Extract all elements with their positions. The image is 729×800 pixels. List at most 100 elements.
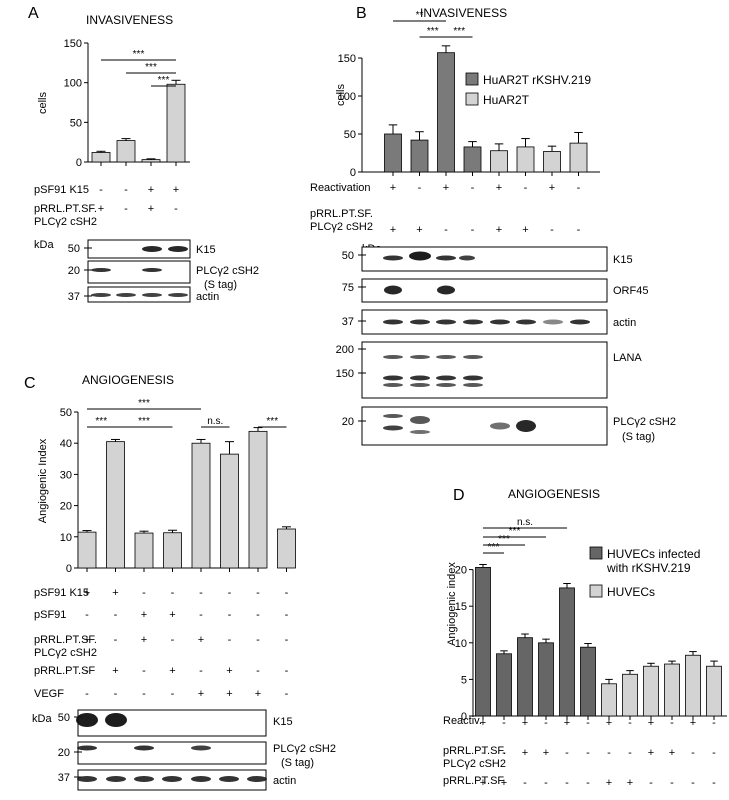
condition-sign: - [670,717,674,729]
panel-letter-b: B [356,5,367,22]
significance-label: *** [133,49,145,60]
blot-band [168,246,188,252]
blot-band [410,319,430,325]
bar [277,528,296,569]
y-tick-label: 0 [76,157,82,169]
condition-sign: - [586,777,590,789]
condition-label: pSF91 [34,609,66,621]
condition-sign: - [502,717,506,729]
condition-sign: + [549,182,555,194]
marker-label: 150 [336,368,354,380]
blot-band [436,255,456,261]
condition-sign: + [148,203,154,215]
bar [91,152,111,163]
bar [384,133,402,173]
condition-label: PLCγ2 cSH2 [443,758,506,770]
blot-band [142,293,162,297]
condition-sign: - [471,182,475,194]
condition-sign: + [648,747,654,759]
bar [141,159,161,163]
marker-label: 50 [58,712,70,724]
blot-band [383,414,403,418]
bar [601,683,617,717]
condition-sign: + [98,203,104,215]
blot-box [87,286,191,303]
condition-sign: + [141,634,147,646]
blot-band [543,319,563,325]
blot-box [361,246,608,272]
condition-sign: - [114,609,118,621]
condition-label: pSF91 K15 [34,587,89,599]
blot-band [410,430,430,434]
condition-sign: - [586,747,590,759]
bar [685,654,701,717]
marker-label: 200 [336,344,354,356]
condition-sign: - [586,717,590,729]
bar [463,146,482,173]
condition-sign: - [481,747,485,759]
blot-band [463,355,483,359]
significance-label: ** [416,10,424,21]
condition-sign: - [228,587,232,599]
condition-sign: - [544,717,548,729]
condition-sign: - [712,747,716,759]
blot-band-label: K15 [273,716,293,728]
y-axis-label: Angiogenic index [446,562,458,646]
condition-sign: + [112,587,118,599]
blot-band [383,255,403,261]
blot-band-label: actin [273,775,296,787]
blot-band [384,285,402,295]
blot-band [91,293,111,297]
y-tick-label: 50 [344,129,356,141]
bar [134,532,154,569]
condition-sign: + [543,747,549,759]
blot-band [463,383,483,387]
condition-sign: + [255,688,261,700]
bar [106,441,125,569]
condition-label: pSF91 K15 [34,184,89,196]
bar [543,151,561,173]
blot-band-label: PLCγ2 cSH2 [196,265,259,277]
condition-sign: - [418,182,422,194]
y-tick-label: 150 [338,53,356,65]
condition-sign: + [112,665,118,677]
blot-band [219,776,239,782]
bar [248,430,268,569]
marker-label: 20 [58,747,70,759]
significance-label: *** [266,416,278,427]
condition-sign: - [523,777,527,789]
blot-unit-label: kDa [34,239,54,251]
bar [569,142,588,173]
blot-band [383,355,403,359]
blot-band [76,713,98,727]
y-tick-label: 0 [350,167,356,179]
condition-label: pRRL.PT.SF. [310,208,373,220]
condition-sign: - [544,777,548,789]
legend-label: HUVECs infected [607,547,700,561]
blot-band [77,776,97,782]
condition-sign: - [114,634,118,646]
condition-sign: - [199,665,203,677]
y-tick-label: 15 [455,601,467,613]
bar [580,646,596,717]
blot-band [105,713,127,727]
y-tick-label: 0 [461,711,467,723]
blot-band-label: (S tag) [281,757,314,769]
blot-band [570,319,590,325]
panel-letter-c: C [24,375,36,392]
panel-letter-a: A [28,5,39,22]
blot-band [134,745,154,751]
condition-label: PLCγ2 cSH2 [34,647,97,659]
legend-label: HuAR2T rKSHV.219 [483,73,591,87]
blot-band [383,319,403,325]
blot-band [106,776,126,782]
blot-band [490,422,510,430]
bar [116,140,136,163]
blot-band-label: K15 [613,254,633,266]
condition-label: Reactiv. [443,715,482,727]
condition-label: Reactivation [310,182,371,194]
condition-sign: - [228,634,232,646]
condition-sign: + [606,717,612,729]
y-tick-label: 100 [338,91,356,103]
